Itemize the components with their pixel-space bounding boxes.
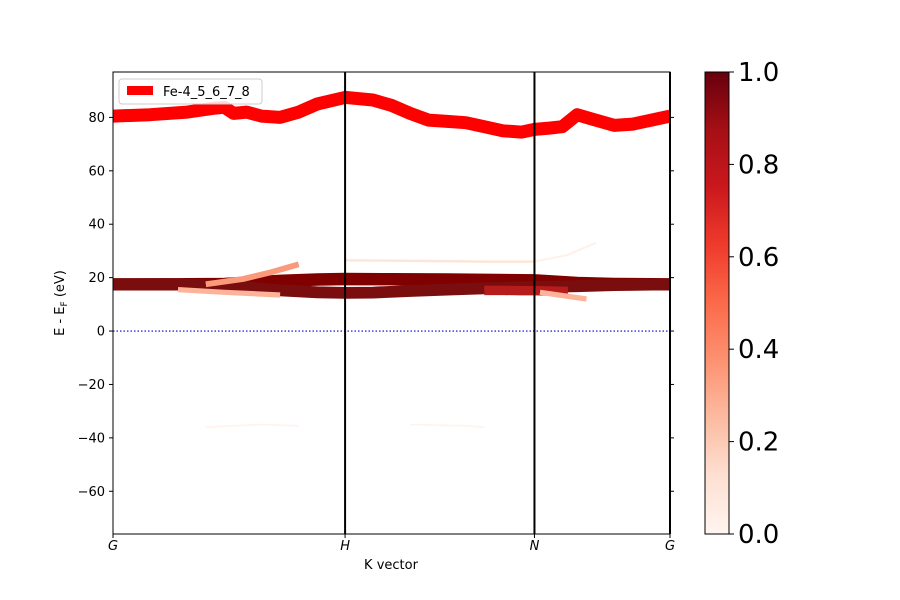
colorbar: 0.0 0.2 0.4 0.6 0.8 1.0 bbox=[705, 58, 779, 550]
x-tick-label: H bbox=[340, 539, 350, 554]
plot-area bbox=[113, 72, 670, 534]
colorbar-tick-label: 0.4 bbox=[738, 335, 779, 365]
y-tick-label: 60 bbox=[88, 164, 105, 179]
colorbar-gradient bbox=[705, 72, 729, 534]
y-tick-label: −60 bbox=[78, 485, 105, 500]
y-tick-label: 20 bbox=[88, 271, 105, 286]
y-tick-label: −20 bbox=[78, 378, 105, 393]
colorbar-tick-label: 0.0 bbox=[738, 520, 779, 550]
x-tick-label: N bbox=[530, 539, 540, 554]
legend-swatch bbox=[127, 86, 153, 95]
colorbar-tick-label: 1.0 bbox=[738, 58, 779, 88]
y-tick-label: 40 bbox=[88, 218, 105, 233]
band-line bbox=[345, 260, 534, 261]
y-tick-label: 80 bbox=[88, 111, 105, 126]
x-tick-label: G bbox=[665, 539, 675, 554]
legend-label: Fe-4_5_6_7_8 bbox=[163, 85, 250, 100]
x-axis-title: K vector bbox=[364, 558, 419, 573]
plot-background bbox=[113, 72, 670, 534]
y-axis-title: E - EF (eV) bbox=[53, 270, 70, 336]
colorbar-tick-label: 0.6 bbox=[738, 243, 779, 273]
colorbar-ticks: 0.0 0.2 0.4 0.6 0.8 1.0 bbox=[729, 58, 779, 550]
y-tick-label: −40 bbox=[78, 431, 105, 446]
x-tick-label: G bbox=[108, 539, 118, 554]
colorbar-tick-label: 0.8 bbox=[738, 150, 779, 180]
legend: Fe-4_5_6_7_8 bbox=[119, 79, 262, 104]
band-line bbox=[484, 290, 568, 291]
y-tick-label: 0 bbox=[97, 325, 105, 340]
colorbar-tick-label: 0.2 bbox=[738, 428, 779, 458]
